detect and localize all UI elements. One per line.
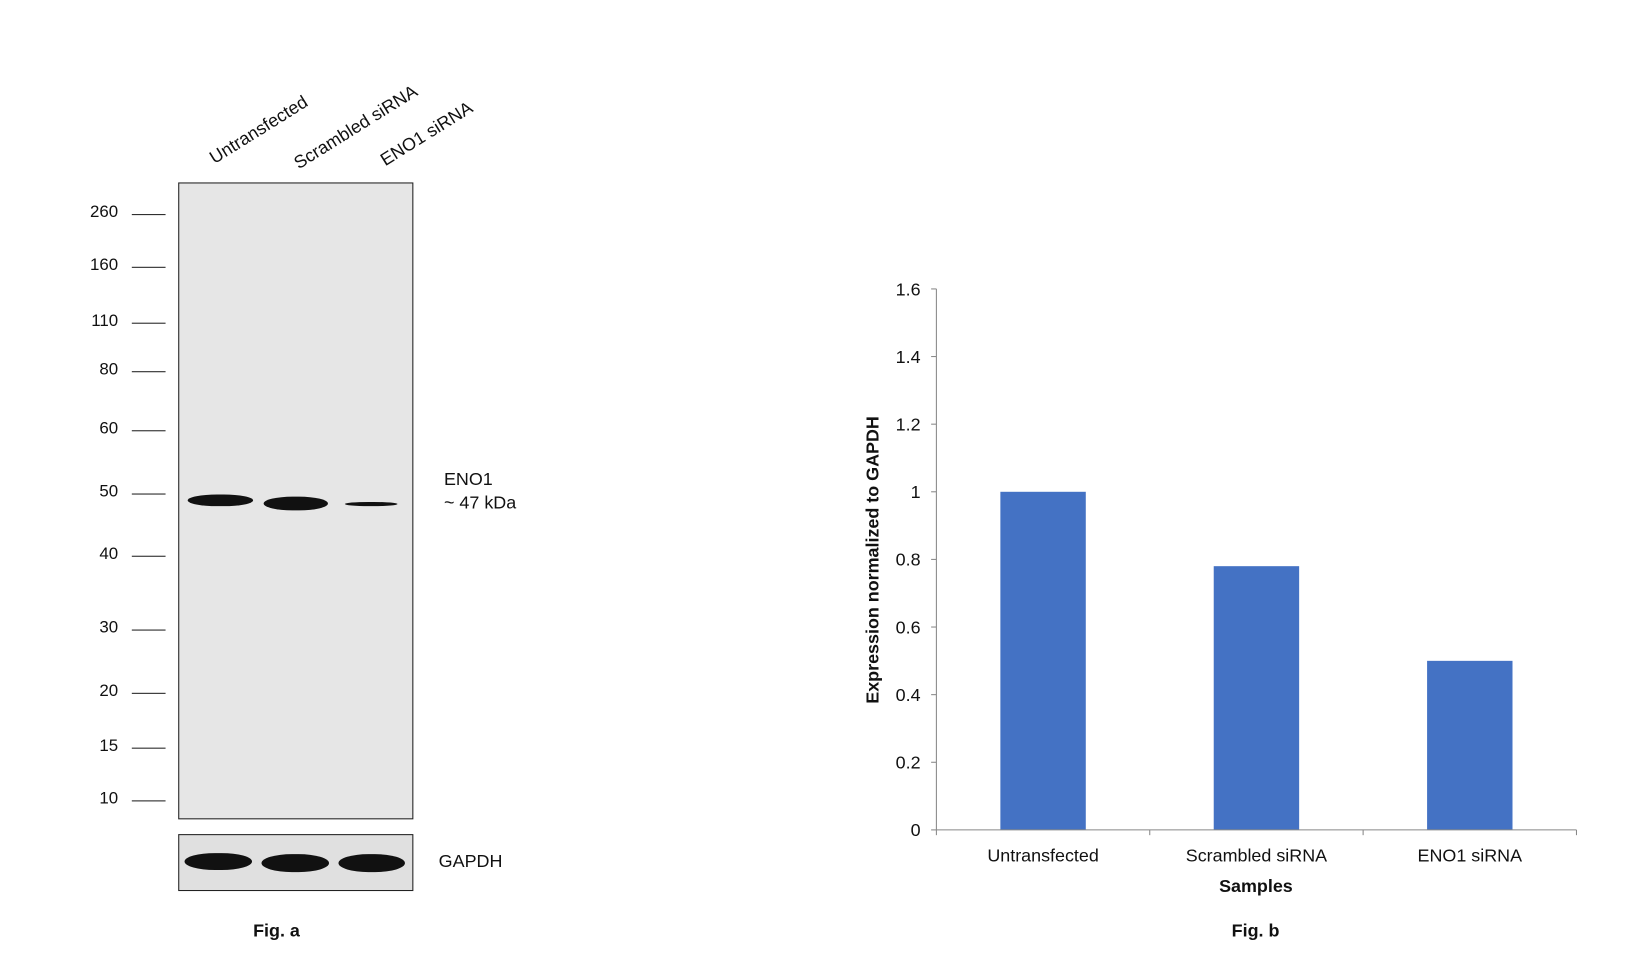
target-size: ~ 47 kDa — [443, 492, 517, 513]
y-tick-label: 0.4 — [896, 685, 921, 705]
marker-tick — [131, 555, 166, 557]
bar — [1000, 491, 1086, 830]
band — [187, 494, 254, 507]
marker-tick — [131, 214, 166, 216]
marker-label: 20 — [99, 682, 119, 701]
marker-tick — [131, 322, 166, 324]
y-tick-label: 1 — [911, 482, 921, 502]
marker-tick — [131, 629, 166, 631]
marker-tick — [131, 493, 166, 495]
marker-tick — [131, 266, 166, 268]
marker-label: 40 — [99, 545, 119, 564]
marker-label: 110 — [91, 312, 119, 331]
y-tick-label: 0.6 — [896, 617, 921, 637]
marker-tick — [131, 747, 166, 749]
band — [184, 853, 253, 870]
marker-tick — [131, 430, 166, 432]
x-tick-label: Scrambled siRNA — [1186, 846, 1327, 866]
y-tick-label: 0.2 — [896, 753, 921, 773]
marker-tick — [131, 692, 166, 694]
marker-label: 80 — [99, 360, 119, 379]
band — [338, 854, 405, 873]
x-tick-label: ENO1 siRNA — [1418, 846, 1523, 866]
band — [261, 854, 330, 873]
y-tick-label: 0.8 — [896, 550, 921, 570]
marker-label: 15 — [99, 737, 119, 756]
bar — [1213, 566, 1300, 830]
x-tick-label: Untransfected — [987, 846, 1098, 866]
marker-label: 50 — [99, 482, 119, 501]
y-tick-label: 1.6 — [896, 279, 921, 299]
y-tick-label: 0 — [911, 820, 921, 840]
target-label: ENO1 ~ 47 kDa — [444, 468, 516, 514]
gapdh-blot — [178, 834, 414, 892]
target-name: ENO1 — [443, 469, 493, 490]
loading-control-label: GAPDH — [438, 850, 503, 872]
x-axis-label: Samples — [1219, 876, 1293, 896]
marker-label: 30 — [99, 618, 119, 637]
y-tick-label: 1.4 — [896, 347, 921, 367]
band — [263, 496, 328, 511]
y-tick-label: 1.2 — [896, 414, 921, 434]
y-axis-label: Expression normalized to GAPDH — [862, 416, 882, 704]
eno1-blot — [178, 182, 414, 820]
fig-b-caption: Fig. b — [1231, 920, 1280, 941]
marker-tick — [131, 800, 166, 802]
marker-label: 10 — [99, 789, 119, 808]
fig-a-caption: Fig. a — [253, 920, 300, 941]
marker-label: 60 — [99, 419, 119, 438]
bar — [1427, 660, 1513, 830]
band — [344, 501, 398, 507]
marker-label: 260 — [89, 203, 119, 222]
marker-label: 160 — [89, 256, 119, 275]
marker-tick — [131, 371, 166, 373]
